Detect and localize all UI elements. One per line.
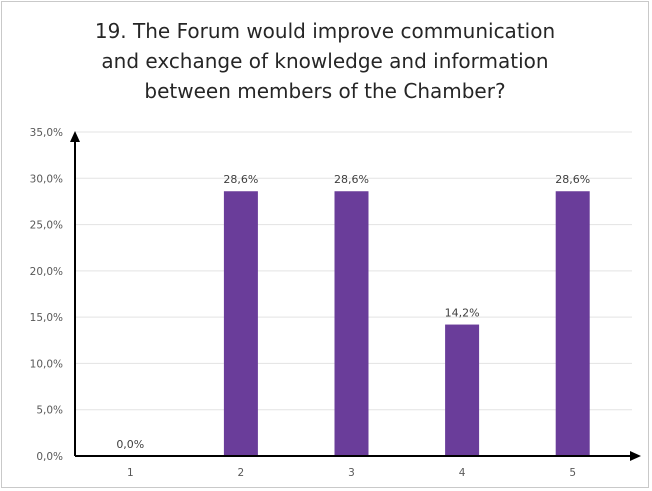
data-label-1: 0,0%	[116, 438, 144, 451]
x-tick-label-4: 4	[459, 467, 466, 479]
chart-title: 19. The Forum would improve communicatio…	[20, 16, 630, 106]
axes	[70, 131, 641, 461]
data-label-2: 28,6%	[223, 173, 258, 186]
y-tick-label-3: 15,0%	[30, 312, 63, 324]
y-tick-label-1: 5,0%	[36, 405, 63, 417]
data-label-5: 28,6%	[555, 173, 590, 186]
x-tick-label-3: 3	[348, 467, 355, 479]
y-tick-label-6: 30,0%	[30, 173, 63, 185]
bar-2	[223, 191, 258, 456]
bars	[223, 191, 590, 456]
y-axis-arrow	[70, 131, 80, 142]
chart-title-line-3: between members of the Chamber?	[144, 79, 506, 103]
x-axis-arrow	[630, 451, 641, 461]
chart-title-line-2: and exchange of knowledge and informatio…	[101, 49, 549, 73]
y-tick-label-4: 20,0%	[30, 266, 63, 278]
data-labels: 0,0% 28,6% 28,6% 14,2% 28,6%	[116, 173, 590, 451]
x-tick-label-5: 5	[569, 467, 576, 479]
y-axis-tick-labels: 0,0% 5,0% 10,0% 15,0% 20,0% 25,0% 30,0% 35,0%	[30, 127, 63, 463]
x-tick-label-1: 1	[127, 467, 134, 479]
bar-3	[334, 191, 369, 456]
bar-5	[555, 191, 590, 456]
bar-4	[445, 324, 480, 456]
chart-title-line-1: 19. The Forum would improve communicatio…	[94, 19, 556, 43]
x-tick-label-2: 2	[238, 467, 245, 479]
data-label-3: 28,6%	[334, 173, 369, 186]
y-tick-label-0: 0,0%	[36, 451, 63, 463]
y-tick-label-7: 35,0%	[30, 127, 63, 139]
y-tick-label-2: 10,0%	[30, 358, 63, 370]
y-tick-label-5: 25,0%	[30, 220, 63, 232]
x-axis-tick-labels: 1 2 3 4 5	[127, 467, 576, 479]
data-label-4: 14,2%	[445, 307, 480, 320]
